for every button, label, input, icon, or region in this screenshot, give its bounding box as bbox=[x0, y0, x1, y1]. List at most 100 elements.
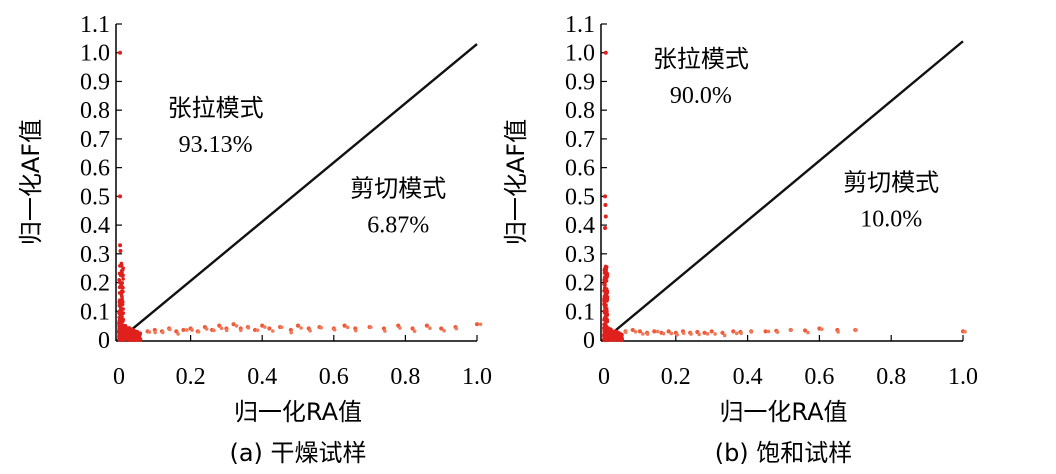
x-tick-label: 0.6 bbox=[319, 364, 349, 390]
scatter-point bbox=[119, 282, 124, 287]
scatter-point bbox=[605, 299, 609, 303]
scatter-points bbox=[602, 50, 967, 342]
scatter-point bbox=[117, 334, 122, 339]
scatter-point bbox=[603, 214, 608, 219]
y-tick-label: 0.7 bbox=[565, 127, 595, 153]
scatter-point bbox=[263, 325, 267, 329]
x-tick-label: 0 bbox=[598, 364, 610, 390]
scatter-point bbox=[120, 319, 125, 323]
scatter-point bbox=[219, 326, 224, 331]
scatter-point bbox=[613, 337, 618, 342]
scatter-point bbox=[224, 328, 229, 333]
scatter-point bbox=[126, 335, 131, 340]
scatter-point bbox=[117, 278, 121, 282]
x-tick-label: 0.2 bbox=[176, 364, 206, 390]
scatter-point bbox=[118, 309, 122, 313]
scatter-point bbox=[439, 326, 444, 331]
scatter-point bbox=[602, 286, 607, 290]
scatter-point bbox=[168, 327, 172, 332]
scatter-point bbox=[119, 292, 123, 296]
scatter-point bbox=[131, 330, 136, 335]
scatter-point bbox=[789, 328, 793, 332]
scatter-point bbox=[128, 332, 133, 337]
scatter-point bbox=[734, 331, 739, 336]
scatter-point bbox=[602, 297, 607, 301]
scatter-point bbox=[602, 311, 607, 315]
scatter-point bbox=[122, 323, 127, 328]
scatter-point bbox=[806, 330, 810, 335]
scatter-point bbox=[383, 329, 387, 333]
scatter-point bbox=[604, 336, 609, 341]
y-tick-label: 0.5 bbox=[80, 184, 110, 210]
scatter-point bbox=[117, 298, 122, 302]
y-tick-label: 0.6 bbox=[565, 156, 595, 182]
scatter-point bbox=[118, 273, 123, 277]
x-axis-label: 归一化RA值 bbox=[234, 398, 362, 426]
x-axis-label: 归一化RA值 bbox=[719, 398, 847, 426]
scatter-point bbox=[603, 321, 608, 326]
scatter-point bbox=[603, 50, 608, 55]
scatter-point bbox=[121, 277, 125, 281]
scatter-point bbox=[118, 194, 123, 199]
scatter-point bbox=[604, 303, 608, 307]
y-tick-label: 0.5 bbox=[565, 184, 595, 210]
scatter-point bbox=[234, 324, 239, 328]
scatter-point bbox=[603, 202, 608, 207]
scatter-point bbox=[689, 332, 693, 336]
y-tick-label: 0.9 bbox=[565, 69, 595, 95]
scatter-point bbox=[185, 328, 189, 332]
scatter-point bbox=[633, 329, 638, 334]
x-tick-label: 0.8 bbox=[876, 364, 906, 390]
scatter-point bbox=[645, 332, 650, 336]
y-tick-label: 0.6 bbox=[80, 156, 110, 182]
scatter-point bbox=[319, 325, 323, 330]
x-tick-label: 0 bbox=[113, 364, 125, 390]
x-tick-labels: 0 0.2 0.4 0.6 0.8 1.0 bbox=[598, 335, 978, 390]
annotation-tensile-value: 93.13% bbox=[179, 132, 253, 158]
scatter-point bbox=[603, 225, 608, 230]
scatter-point bbox=[669, 331, 674, 336]
scatter-point bbox=[697, 332, 701, 337]
scatter-point bbox=[119, 263, 124, 267]
scatter-point bbox=[118, 323, 123, 328]
annotation-shear-label: 剪切模式 bbox=[843, 169, 939, 197]
scatter-point bbox=[147, 330, 152, 334]
y-tick-label: 1.0 bbox=[80, 41, 110, 67]
y-tick-label: 0 bbox=[98, 328, 110, 354]
scatter-point bbox=[819, 327, 824, 332]
scatter-point bbox=[604, 265, 609, 269]
x-tick-labels: 0 0.2 0.4 0.6 0.8 1.0 bbox=[113, 335, 492, 390]
annotation-tensile-label: 张拉模式 bbox=[168, 94, 264, 122]
annotation-shear-value: 10.0% bbox=[860, 207, 922, 233]
scatter-point bbox=[766, 329, 771, 334]
scatter-point bbox=[342, 323, 347, 328]
scatter-point bbox=[255, 328, 260, 333]
scatter-point bbox=[299, 326, 303, 330]
y-tick-label: 0.9 bbox=[80, 69, 110, 95]
scatter-point bbox=[196, 330, 201, 334]
y-tick-label: 0.1 bbox=[80, 299, 110, 325]
panel-caption: (b) 饱和试样 bbox=[715, 439, 853, 467]
scatter-point bbox=[428, 326, 432, 330]
annotation-tensile-value: 90.0% bbox=[670, 83, 732, 109]
scatter-point bbox=[369, 325, 373, 329]
y-tick-label: 0.3 bbox=[565, 242, 595, 268]
scatter-point bbox=[836, 330, 840, 334]
x-tick-label: 0.8 bbox=[390, 364, 420, 390]
scatter-point bbox=[289, 330, 294, 335]
scatter-point bbox=[731, 329, 736, 334]
scatter-point bbox=[854, 328, 858, 332]
scatter-point bbox=[217, 323, 222, 328]
scatter-point bbox=[605, 295, 610, 299]
scatter-point bbox=[607, 334, 612, 339]
y-tick-labels: 0 0.10.2 0.3 0.4 0.50.6 0.7 0.8 0.91.0 1.1 bbox=[80, 12, 122, 354]
scatter-point bbox=[121, 273, 125, 277]
scatter-point bbox=[118, 50, 123, 55]
scatter-point bbox=[246, 326, 251, 330]
y-axis-label: 归一化AF值 bbox=[17, 119, 45, 245]
scatter-point bbox=[212, 328, 216, 333]
scatter-point bbox=[602, 267, 607, 272]
scatter-point bbox=[722, 333, 727, 338]
scatter-point bbox=[606, 326, 611, 331]
x-tick-label: 0.6 bbox=[804, 364, 834, 390]
